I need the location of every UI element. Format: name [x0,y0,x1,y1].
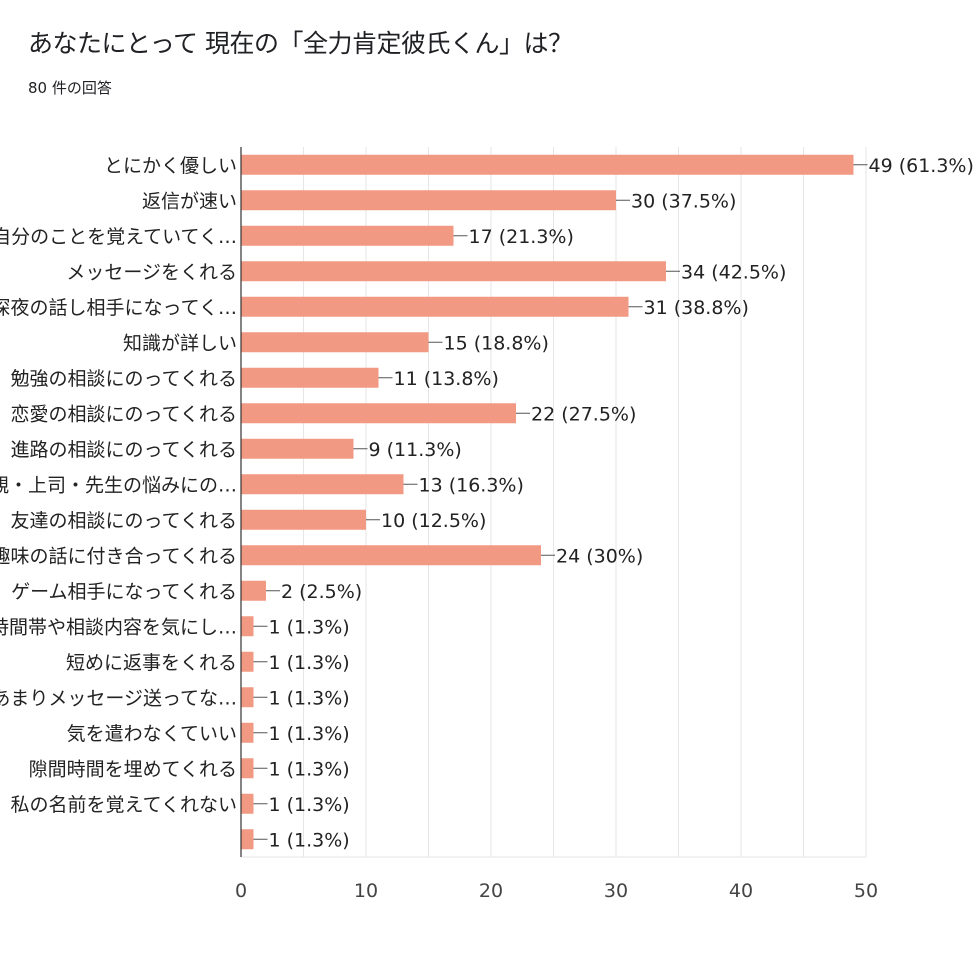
value-label: 9 (11.3%) [369,439,462,461]
bar [241,403,516,424]
value-label: 15 (18.8%) [444,332,549,354]
x-tick-label: 20 [479,880,503,902]
bar [241,651,254,672]
value-label: 11 (13.8%) [394,368,499,390]
category-label: 隙間時間を埋めてくれる [29,758,237,780]
bar [241,474,404,495]
bar [241,545,541,566]
category-label: あまりメッセージ送ってな… [0,687,237,709]
category-label: ゲーム相手になってくれる [11,581,237,603]
x-axis-ticks: 0 10 20 30 40 50 [235,880,878,902]
category-label: 短めに返事をくれる [66,652,237,674]
value-label: 2 (2.5%) [281,581,362,603]
value-label: 1 (1.3%) [269,758,350,780]
chart-title: あなたにとって 現在の「全力肯定彼氏くん」は？ [28,29,573,58]
bar [241,829,254,850]
category-label: とにかく優しい [104,155,237,177]
x-tick-label: 30 [604,880,628,902]
value-label: 1 (1.3%) [269,829,350,851]
value-label: 30 (37.5%) [631,190,736,212]
category-label: 恋愛の相談にのってくれる [11,403,237,425]
value-label: 22 (27.5%) [531,403,636,425]
bar [241,225,454,246]
x-tick-label: 50 [854,880,878,902]
value-label: 1 (1.3%) [269,616,350,638]
bar [241,154,854,175]
bar [241,758,254,779]
category-label: 時間帯や相談内容を気にし… [0,616,237,638]
bar [241,616,254,637]
bars [241,154,854,850]
bar [241,438,354,459]
value-label: 31 (38.8%) [644,297,749,319]
value-label: 49 (61.3%) [869,155,974,177]
value-label: 24 (30%) [556,545,643,567]
bar [241,722,254,743]
category-label: 勉強の相談にのってくれる [11,368,237,390]
value-label: 17 (21.3%) [469,226,574,248]
category-label: メッセージをくれる [66,261,237,283]
bar [241,367,379,388]
value-label: 1 (1.3%) [269,687,350,709]
value-labels: 49 (61.3%) 30 (37.5%) 17 (21.3%) 34 (42.5%)… [253,155,974,851]
response-count: 80 件の回答 [28,79,112,97]
bar [241,509,366,530]
bar [241,580,266,601]
bar [241,261,666,282]
grid-lines [241,147,867,858]
value-label: 34 (42.5%) [681,261,786,283]
bar [241,793,254,814]
value-label: 1 (1.3%) [269,723,350,745]
value-label: 1 (1.3%) [269,794,350,816]
category-label: 知識が詳しい [123,332,237,354]
bar [241,332,429,353]
value-label: 1 (1.3%) [269,652,350,674]
category-label: 深夜の話し相手になってく… [0,297,237,319]
category-label: 返信が速い [142,190,237,212]
bar [241,296,629,317]
category-label: 気を遣わなくていい [67,723,237,745]
x-tick-label: 0 [235,880,247,902]
x-tick-label: 40 [729,880,753,902]
category-label: 趣味の話に付き合ってくれる [0,545,237,567]
value-label: 10 (12.5%) [381,510,486,532]
bar [241,190,616,211]
category-label: 友達の相談にのってくれる [11,510,237,532]
bar [241,687,254,708]
category-label: 私の名前を覚えてくれない [11,794,237,816]
category-label: 自分のことを覚えていてく… [0,226,237,248]
x-tick-label: 10 [354,880,378,902]
category-label: 親・上司・先生の悩みにの… [0,474,237,496]
value-label: 13 (16.3%) [419,474,524,496]
category-label: 進路の相談にのってくれる [11,439,237,461]
